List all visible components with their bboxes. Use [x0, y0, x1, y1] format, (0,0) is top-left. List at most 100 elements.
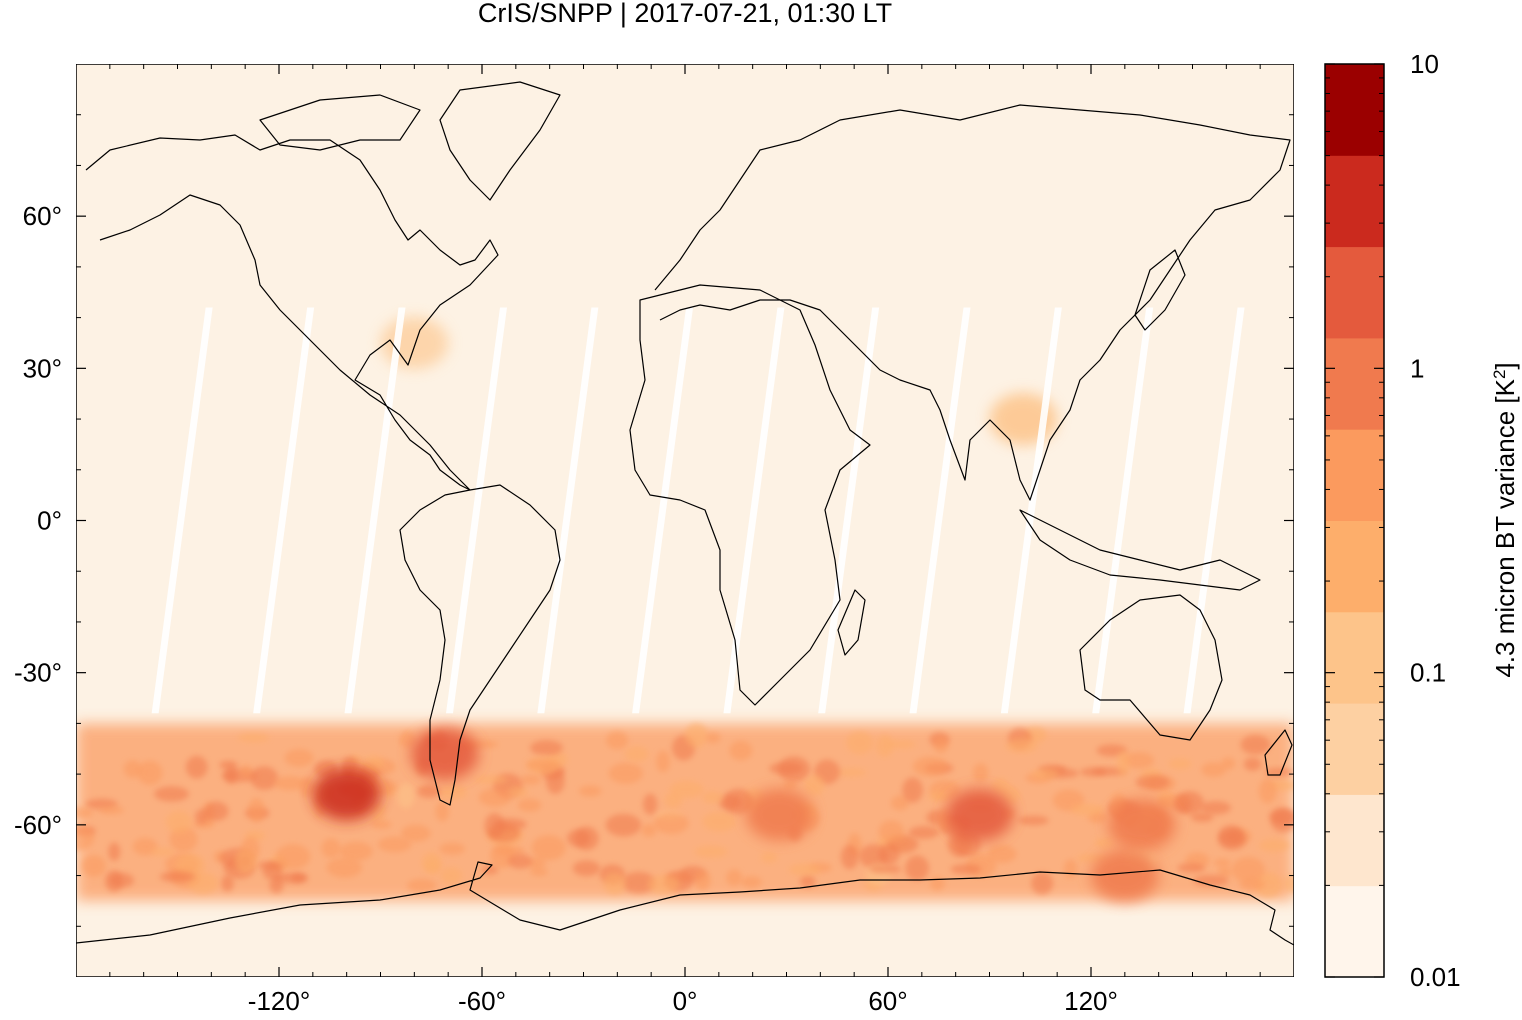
field-cell: [1190, 812, 1214, 823]
y-tick-label: 30°: [23, 353, 62, 383]
field-cell: [800, 875, 816, 888]
field-cell: [530, 867, 548, 876]
field-cell: [1080, 767, 1107, 777]
region-hotspot: [380, 316, 449, 369]
field-cell: [484, 812, 505, 839]
field-cell: [439, 784, 467, 800]
field-cell: [321, 838, 341, 858]
field-cell: [908, 826, 939, 839]
coastline-antarctica: [76, 861, 1294, 946]
colorbar-swatch: [1325, 429, 1384, 521]
field-cell: [603, 872, 626, 895]
field-cell: [641, 823, 657, 837]
field-cell: [1094, 837, 1115, 849]
field-cell: [165, 810, 192, 834]
colorbar-swatch: [1325, 885, 1384, 978]
field-cell: [1283, 874, 1294, 893]
field-cell: [248, 797, 265, 823]
field-cell: [1258, 778, 1277, 804]
field-cell: [1116, 750, 1130, 776]
field-cell: [1270, 809, 1294, 833]
orbit-gap: [151, 307, 213, 714]
field-cell: [1193, 874, 1229, 887]
colorbar-swatch: [1325, 337, 1384, 430]
field-cell: [876, 734, 894, 758]
field-cell: [1135, 775, 1170, 790]
field-cell: [890, 795, 909, 811]
field-cell: [1231, 856, 1266, 883]
colorbar-tick-label: 0.01: [1410, 962, 1461, 992]
x-tick-label: 120°: [1064, 986, 1118, 1016]
field-cell: [929, 876, 945, 891]
field-cell: [291, 872, 307, 883]
field-cell: [606, 731, 629, 750]
field-cell: [574, 826, 599, 851]
region-hotspot: [312, 768, 381, 821]
orbit-gap: [446, 307, 507, 714]
x-tick-label: -60°: [458, 986, 506, 1016]
orbit-gap: [537, 307, 599, 714]
y-tick-label: 0°: [37, 506, 62, 536]
field-cell: [705, 732, 721, 744]
field-cell: [401, 824, 431, 842]
field-cell: [530, 740, 563, 756]
field-cell: [972, 763, 989, 782]
field-cell: [239, 764, 253, 778]
field-cell: [723, 788, 753, 815]
field-cell: [694, 845, 728, 858]
field-cell: [1200, 801, 1231, 815]
field-cell: [339, 841, 373, 861]
field-cell: [150, 847, 175, 857]
field-cell: [531, 835, 566, 861]
field-cell: [1063, 859, 1078, 879]
field-cell: [621, 871, 656, 894]
field-cell: [605, 813, 642, 837]
field-cell: [397, 783, 415, 809]
field-cell: [1031, 872, 1054, 895]
orbit-gap: [1000, 307, 1062, 714]
field-cell: [421, 852, 442, 872]
field-cell: [188, 872, 219, 895]
field-cell: [783, 781, 798, 790]
field-cell: [417, 784, 441, 798]
coastline-eurasia: [654, 104, 1291, 501]
field-cell: [656, 750, 670, 773]
field-cell: [274, 776, 306, 791]
field-cell: [299, 776, 315, 798]
field-cell: [1218, 825, 1244, 846]
field-cell: [76, 824, 95, 851]
field-cell: [804, 774, 825, 796]
field-cell: [377, 836, 412, 853]
field-cell: [760, 852, 778, 863]
field-cell: [526, 759, 560, 771]
field-cell: [204, 801, 229, 821]
field-cell: [81, 855, 106, 877]
field-cell: [185, 755, 208, 779]
field-cell: [669, 780, 704, 799]
field-cell: [1213, 858, 1231, 867]
orbit-gap: [1183, 307, 1245, 714]
field-cell: [234, 848, 257, 873]
field-cell: [269, 877, 284, 894]
field-cell: [137, 760, 163, 785]
field-cell: [905, 855, 930, 881]
field-cell: [520, 774, 541, 785]
field-cell: [250, 766, 279, 790]
orbit-gap: [1092, 307, 1154, 714]
field-cell: [478, 788, 512, 807]
field-cell: [654, 812, 689, 834]
field-cell: [406, 878, 437, 893]
orbit-gap: [632, 307, 694, 714]
field-cell: [702, 791, 724, 804]
plot-area: [76, 64, 1294, 977]
region-hotspot: [745, 788, 814, 841]
field-cell: [840, 844, 859, 870]
field-cell: [1254, 872, 1283, 898]
field-cell: [1258, 838, 1290, 852]
y-tick-label: -60°: [14, 810, 62, 840]
field-cell: [275, 843, 311, 870]
field-cell: [371, 820, 392, 829]
field-cell: [868, 865, 902, 874]
field-cell: [435, 801, 450, 822]
